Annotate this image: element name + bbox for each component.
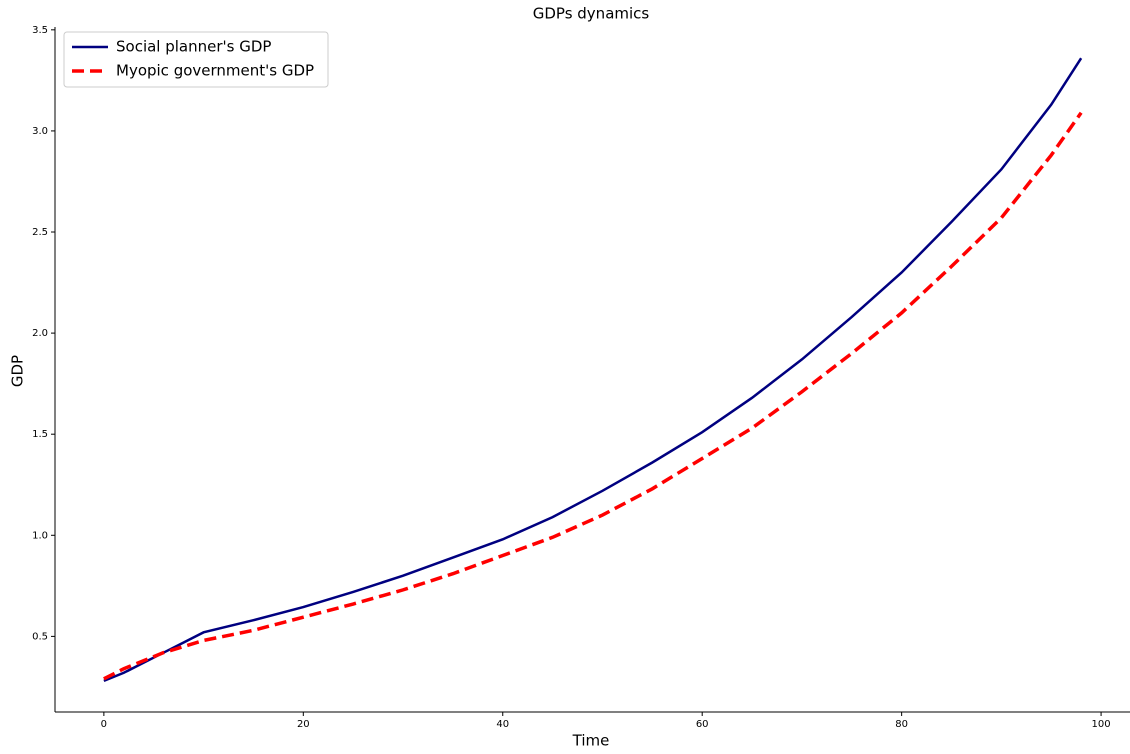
x-tick-label: 40 [496, 719, 509, 730]
y-tick-label: 2.5 [32, 227, 48, 238]
x-tick-label: 100 [1092, 719, 1111, 730]
y-tick-label: 2.0 [32, 328, 48, 339]
y-tick-label: 1.0 [32, 530, 48, 541]
legend-label: Social planner's GDP [116, 38, 271, 56]
x-tick-label: 0 [101, 719, 107, 730]
x-tick-label: 80 [895, 719, 908, 730]
data-line [103, 111, 1083, 681]
y-tick-label: 3.5 [32, 25, 48, 36]
y-tick-label: 3.0 [32, 126, 48, 137]
y-axis-label: GDP [9, 355, 27, 387]
legend-label: Myopic government's GDP [116, 62, 314, 80]
data-line [103, 57, 1083, 683]
legend-box [63, 31, 329, 88]
legend: Social planner's GDP Myopic government's … [63, 31, 329, 88]
chart-title: GDPs dynamics [533, 5, 650, 23]
x-tick-label: 20 [297, 719, 310, 730]
y-tick-label: 0.5 [32, 631, 48, 642]
x-tick-label: 60 [696, 719, 709, 730]
x-axis-label: Time [572, 732, 610, 750]
y-tick-label: 1.5 [32, 429, 48, 440]
